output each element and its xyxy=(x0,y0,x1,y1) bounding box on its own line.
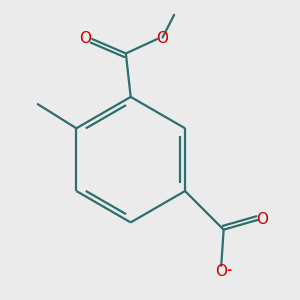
Text: O: O xyxy=(215,264,227,279)
Text: O: O xyxy=(256,212,268,227)
Text: O: O xyxy=(157,32,169,46)
Text: -: - xyxy=(226,264,231,277)
Text: O: O xyxy=(79,32,91,46)
